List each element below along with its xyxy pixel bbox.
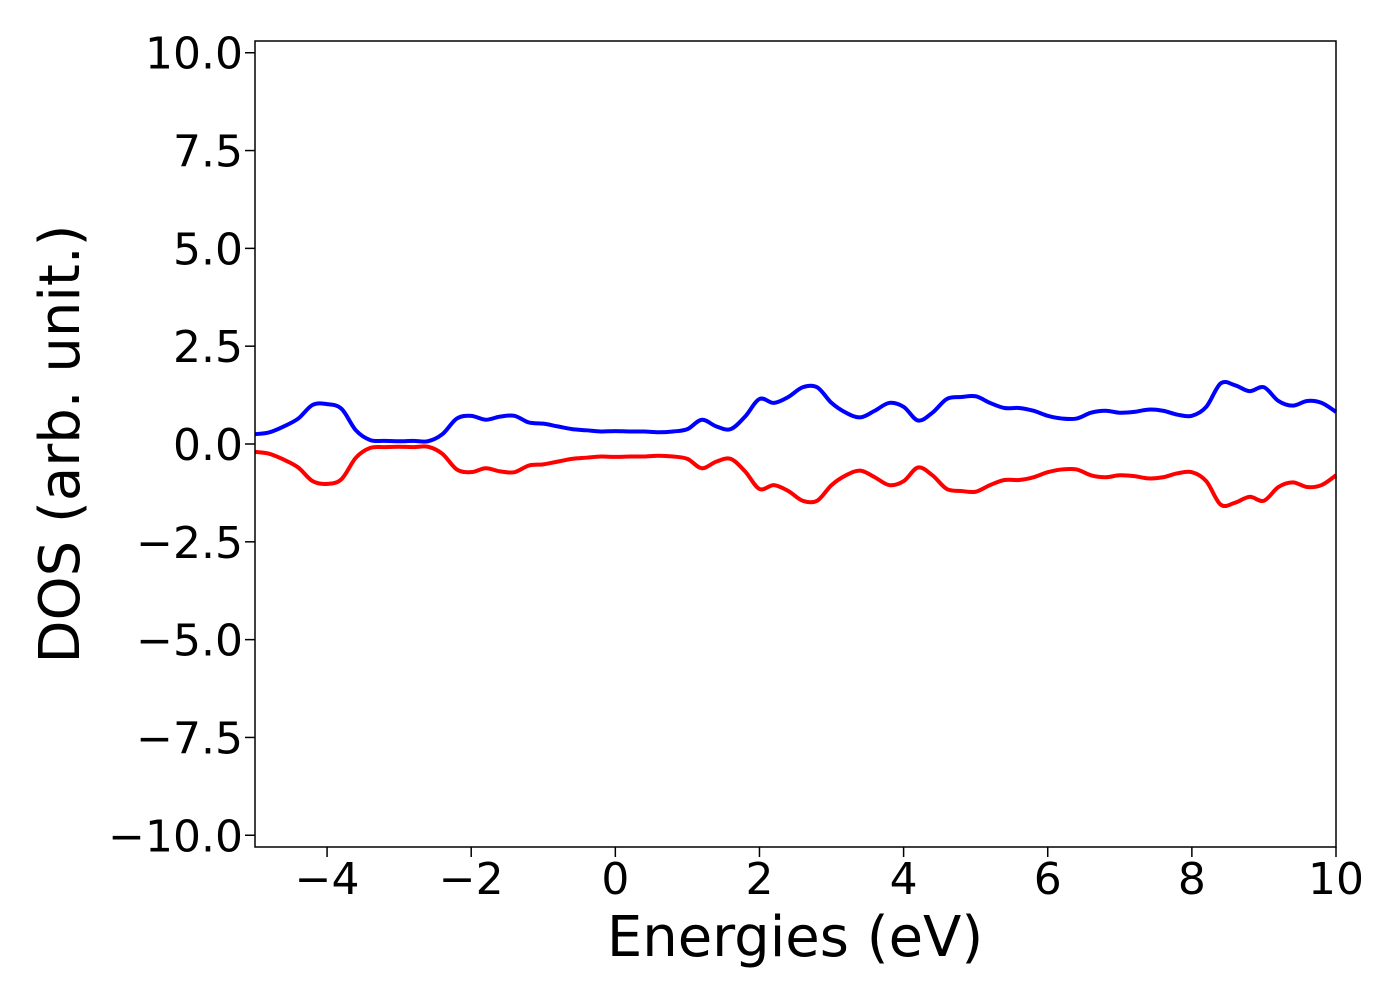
series-layer (254, 379, 1338, 509)
x-axis-label: Energies (eV) (607, 905, 983, 970)
x-tick-label: −4 (295, 854, 360, 905)
y-tick-label: 7.5 (173, 127, 243, 178)
series-line-1 (254, 444, 1338, 509)
x-tick-label: 4 (890, 854, 918, 905)
y-tick-label: −5.0 (136, 616, 243, 667)
y-axis: 10.0 7.5 5.0 2.5 0.0 −2.5 −5.0 −7.5 −10.0 (108, 29, 255, 862)
x-tick-label: 10 (1308, 854, 1364, 905)
x-tick-label: 8 (1178, 854, 1206, 905)
plot-background (255, 41, 1336, 847)
y-tick-label: 0.0 (173, 420, 243, 471)
x-tick-label: 0 (601, 854, 629, 905)
series-line-0 (254, 379, 1338, 444)
y-tick-label: −10.0 (108, 811, 243, 862)
x-tick-label: 2 (745, 854, 773, 905)
y-axis-label: DOS (arb. unit.) (28, 224, 93, 663)
y-tick-label: 10.0 (145, 29, 243, 80)
y-tick-label: 2.5 (173, 322, 243, 373)
y-tick-label: −2.5 (136, 518, 243, 569)
x-axis: −4 −2 0 2 4 6 8 10 (295, 847, 1364, 905)
x-tick-label: 6 (1034, 854, 1062, 905)
y-tick-label: 5.0 (173, 224, 243, 275)
x-tick-label: −2 (439, 854, 504, 905)
y-tick-label: −7.5 (136, 713, 243, 764)
